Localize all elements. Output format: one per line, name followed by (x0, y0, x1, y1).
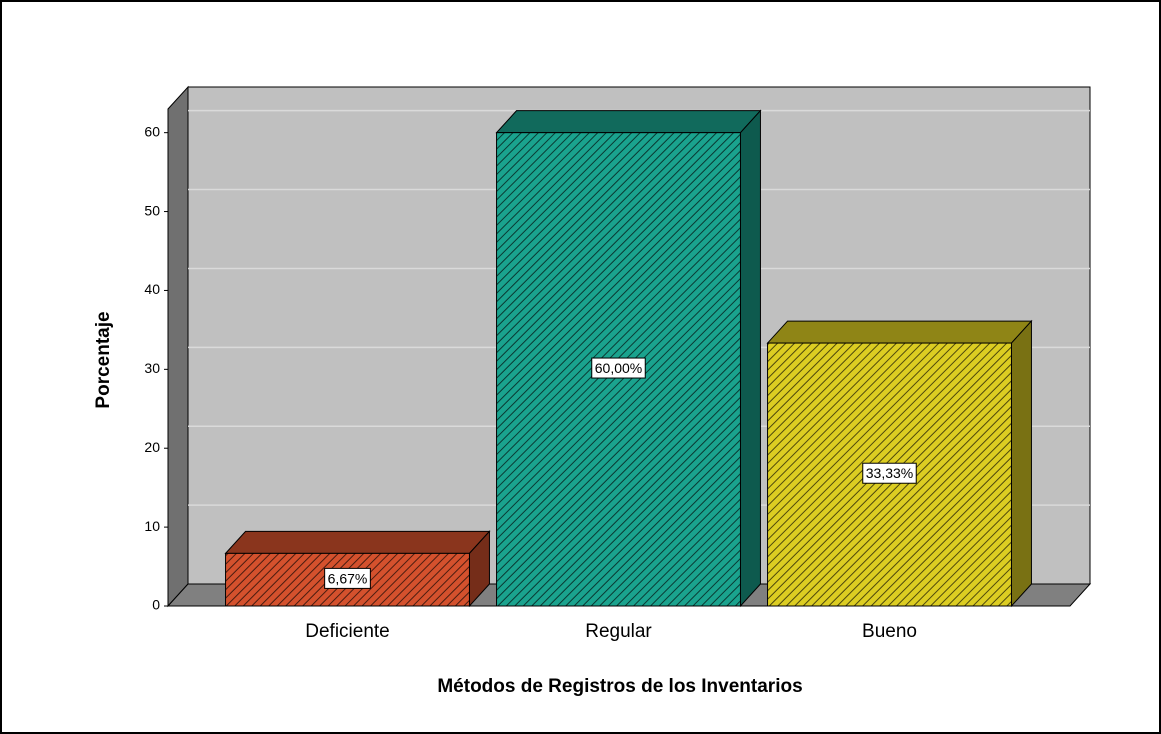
bar-side (739, 109, 761, 608)
value-label-box (324, 567, 371, 589)
bar-top (224, 530, 491, 554)
y-tick-label: 40 (144, 281, 160, 297)
y-tick-label: 50 (144, 202, 160, 218)
x-tick-label: Regular (585, 621, 652, 642)
bar-side (1010, 319, 1032, 608)
left-wall (167, 85, 189, 608)
y-tick-label: 0 (152, 597, 160, 613)
y-tick-label: 30 (144, 360, 160, 376)
value-label-box (862, 462, 917, 484)
y-tick-label: 20 (144, 439, 160, 455)
y-axis-title: Porcentaje (93, 311, 114, 408)
value-label: 33,33% (866, 465, 913, 481)
y-tick-label: 60 (144, 123, 160, 139)
value-label-box (591, 357, 646, 379)
x-axis-title: Métodos de Registros de los Inventarios (437, 676, 802, 697)
bar-top (495, 110, 762, 134)
value-label: 60,00% (595, 360, 642, 376)
y-tick-label: 10 (144, 518, 160, 534)
x-tick-label: Bueno (862, 621, 917, 642)
x-tick-label: Deficiente (305, 621, 390, 642)
value-label: 6,67% (328, 570, 368, 586)
bar-top (766, 320, 1033, 344)
